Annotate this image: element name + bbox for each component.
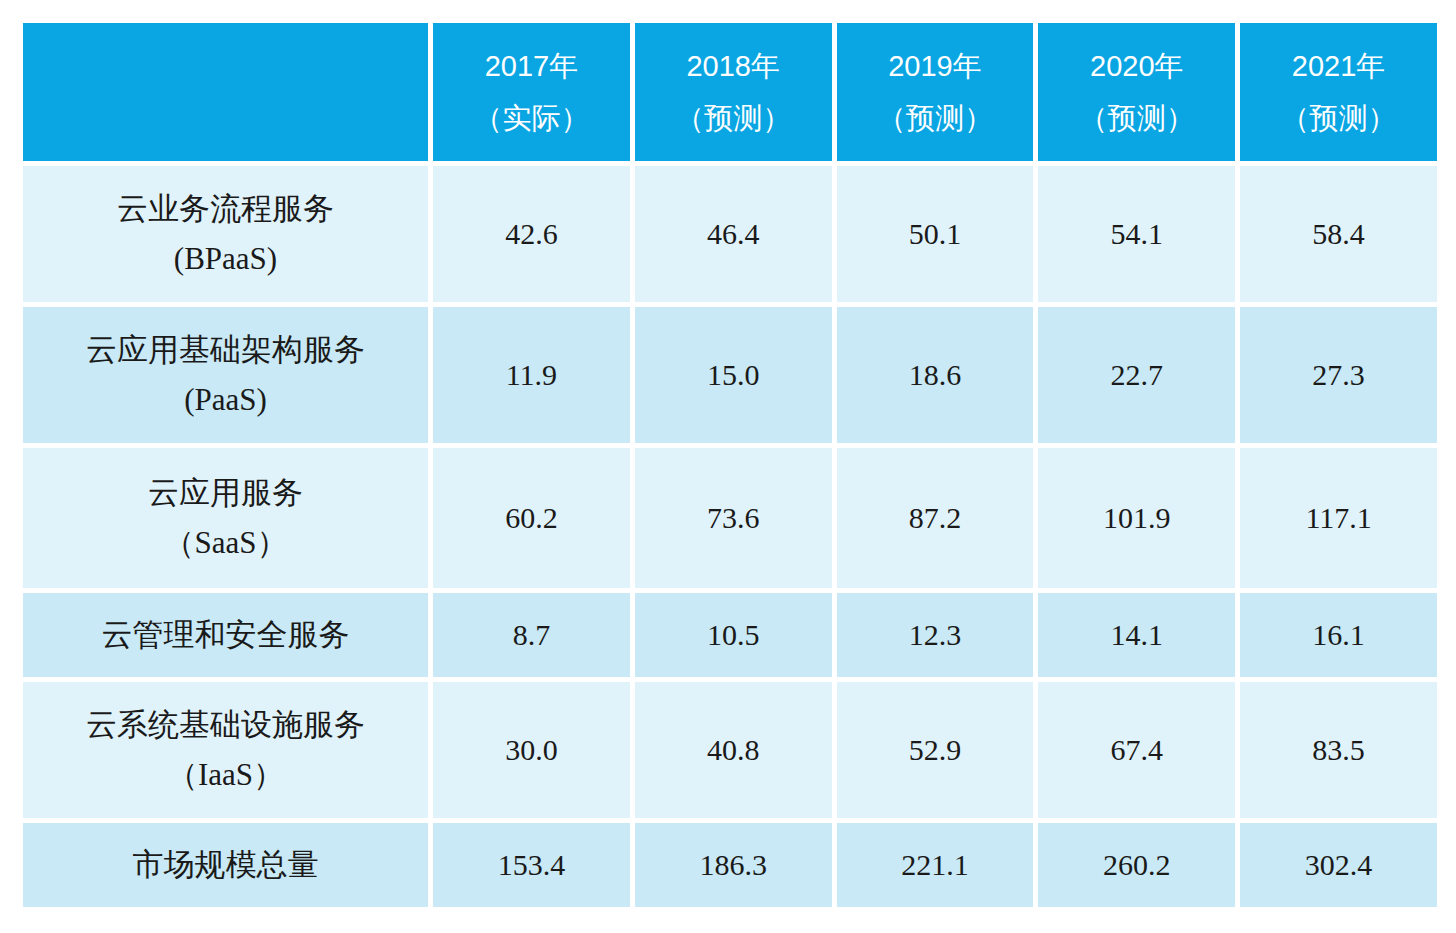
row-label-abbrev: (PaaS) [23,375,428,425]
row-label-abbrev: （IaaS） [23,750,428,800]
row-label-name: 云应用服务 [23,468,428,518]
row-label-name: 云应用基础架构服务 [23,325,428,375]
row-label-name: 云管理和安全服务 [23,610,428,660]
row-label: 云管理和安全服务 [23,593,428,677]
col-header-2021: 2021年 （预测） [1240,23,1437,161]
page: 2017年 （实际） 2018年 （预测） 2019年 （预测） 2020年 （… [0,0,1456,912]
cell-value: 50.1 [837,166,1034,302]
table-row-mgmt-security: 云管理和安全服务 8.7 10.5 12.3 14.1 16.1 [23,593,1437,677]
cell-value: 58.4 [1240,166,1437,302]
corner-cell [23,23,428,161]
cell-value: 42.6 [433,166,630,302]
col-header-2017: 2017年 （实际） [433,23,630,161]
table-header-row: 2017年 （实际） 2018年 （预测） 2019年 （预测） 2020年 （… [23,23,1437,161]
cell-value: 10.5 [635,593,832,677]
row-label-abbrev: （SaaS） [23,518,428,568]
cell-value: 8.7 [433,593,630,677]
cell-value: 60.2 [433,448,630,588]
cell-value: 186.3 [635,823,832,907]
row-label: 云应用基础架构服务 (PaaS) [23,307,428,443]
col-header-kind: （预测） [837,92,1034,144]
cell-value: 11.9 [433,307,630,443]
col-header-2020: 2020年 （预测） [1038,23,1235,161]
cell-value: 18.6 [837,307,1034,443]
cell-value: 22.7 [1038,307,1235,443]
cell-value: 27.3 [1240,307,1437,443]
cell-value: 73.6 [635,448,832,588]
cell-value: 153.4 [433,823,630,907]
cell-value: 221.1 [837,823,1034,907]
col-header-kind: （预测） [1240,92,1437,144]
col-header-2018: 2018年 （预测） [635,23,832,161]
cell-value: 46.4 [635,166,832,302]
cloud-market-table: 2017年 （实际） 2018年 （预测） 2019年 （预测） 2020年 （… [18,18,1442,912]
row-label: 云应用服务 （SaaS） [23,448,428,588]
table-row-iaas: 云系统基础设施服务 （IaaS） 30.0 40.8 52.9 67.4 83.… [23,682,1437,818]
cell-value: 40.8 [635,682,832,818]
row-label: 云业务流程服务 (BPaaS) [23,166,428,302]
row-label-name: 市场规模总量 [23,840,428,890]
cell-value: 54.1 [1038,166,1235,302]
col-header-2019: 2019年 （预测） [837,23,1034,161]
row-label-name: 云业务流程服务 [23,184,428,234]
cell-value: 101.9 [1038,448,1235,588]
table-row-bpaas: 云业务流程服务 (BPaaS) 42.6 46.4 50.1 54.1 58.4 [23,166,1437,302]
cell-value: 67.4 [1038,682,1235,818]
row-label-abbrev: (BPaaS) [23,234,428,284]
cell-value: 260.2 [1038,823,1235,907]
row-label: 云系统基础设施服务 （IaaS） [23,682,428,818]
cell-value: 14.1 [1038,593,1235,677]
cell-value: 12.3 [837,593,1034,677]
table-row-paas: 云应用基础架构服务 (PaaS) 11.9 15.0 18.6 22.7 27.… [23,307,1437,443]
col-header-year: 2020年 [1038,40,1235,92]
cell-value: 117.1 [1240,448,1437,588]
col-header-kind: （实际） [433,92,630,144]
col-header-year: 2017年 [433,40,630,92]
col-header-kind: （预测） [635,92,832,144]
row-label-name: 云系统基础设施服务 [23,700,428,750]
cell-value: 87.2 [837,448,1034,588]
row-label: 市场规模总量 [23,823,428,907]
cell-value: 30.0 [433,682,630,818]
col-header-year: 2021年 [1240,40,1437,92]
col-header-kind: （预测） [1038,92,1235,144]
cell-value: 302.4 [1240,823,1437,907]
cell-value: 83.5 [1240,682,1437,818]
col-header-year: 2019年 [837,40,1034,92]
cell-value: 15.0 [635,307,832,443]
table-row-saas: 云应用服务 （SaaS） 60.2 73.6 87.2 101.9 117.1 [23,448,1437,588]
cell-value: 52.9 [837,682,1034,818]
table-row-total: 市场规模总量 153.4 186.3 221.1 260.2 302.4 [23,823,1437,907]
col-header-year: 2018年 [635,40,832,92]
cell-value: 16.1 [1240,593,1437,677]
